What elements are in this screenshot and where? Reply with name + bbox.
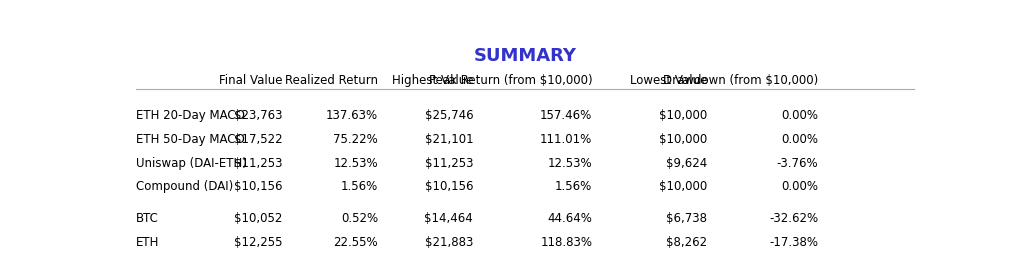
Text: $11,253: $11,253 — [425, 157, 473, 169]
Text: $6,738: $6,738 — [667, 213, 708, 225]
Text: $10,156: $10,156 — [234, 180, 283, 193]
Text: Drawdown (from $10,000): Drawdown (from $10,000) — [664, 74, 818, 87]
Text: 12.53%: 12.53% — [548, 157, 592, 169]
Text: 0.00%: 0.00% — [781, 133, 818, 146]
Text: $10,052: $10,052 — [234, 213, 283, 225]
Text: Final Value: Final Value — [219, 74, 283, 87]
Text: 0.00%: 0.00% — [781, 109, 818, 122]
Text: ETH: ETH — [136, 236, 160, 249]
Text: ETH 20-Day MACO: ETH 20-Day MACO — [136, 109, 245, 122]
Text: Uniswap (DAI-ETH): Uniswap (DAI-ETH) — [136, 157, 247, 169]
Text: $8,262: $8,262 — [667, 236, 708, 249]
Text: Peak Return (from $10,000): Peak Return (from $10,000) — [429, 74, 592, 87]
Text: 1.56%: 1.56% — [341, 180, 378, 193]
Text: $21,101: $21,101 — [425, 133, 473, 146]
Text: -3.76%: -3.76% — [777, 157, 818, 169]
Text: 137.63%: 137.63% — [326, 109, 378, 122]
Text: 22.55%: 22.55% — [334, 236, 378, 249]
Text: $21,883: $21,883 — [425, 236, 473, 249]
Text: 12.53%: 12.53% — [334, 157, 378, 169]
Text: Highest Value: Highest Value — [392, 74, 473, 87]
Text: BTC: BTC — [136, 213, 159, 225]
Text: $25,746: $25,746 — [425, 109, 473, 122]
Text: $9,624: $9,624 — [666, 157, 708, 169]
Text: 75.22%: 75.22% — [333, 133, 378, 146]
Text: $10,000: $10,000 — [659, 109, 708, 122]
Text: 1.56%: 1.56% — [555, 180, 592, 193]
Text: $10,000: $10,000 — [659, 180, 708, 193]
Text: 44.64%: 44.64% — [548, 213, 592, 225]
Text: ETH 50-Day MACO: ETH 50-Day MACO — [136, 133, 245, 146]
Text: $10,000: $10,000 — [659, 133, 708, 146]
Text: -32.62%: -32.62% — [769, 213, 818, 225]
Text: 111.01%: 111.01% — [540, 133, 592, 146]
Text: Lowest Value: Lowest Value — [630, 74, 708, 87]
Text: $14,464: $14,464 — [425, 213, 473, 225]
Text: Compound (DAI): Compound (DAI) — [136, 180, 233, 193]
Text: 0.52%: 0.52% — [341, 213, 378, 225]
Text: $23,763: $23,763 — [234, 109, 283, 122]
Text: $12,255: $12,255 — [234, 236, 283, 249]
Text: SUMMARY: SUMMARY — [473, 47, 577, 65]
Text: $10,156: $10,156 — [425, 180, 473, 193]
Text: 118.83%: 118.83% — [541, 236, 592, 249]
Text: 157.46%: 157.46% — [540, 109, 592, 122]
Text: $17,522: $17,522 — [234, 133, 283, 146]
Text: 0.00%: 0.00% — [781, 180, 818, 193]
Text: -17.38%: -17.38% — [769, 236, 818, 249]
Text: $11,253: $11,253 — [234, 157, 283, 169]
Text: Realized Return: Realized Return — [285, 74, 378, 87]
